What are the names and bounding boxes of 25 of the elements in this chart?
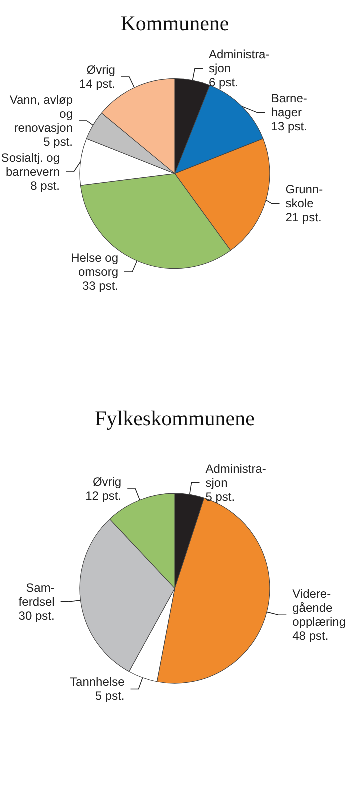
slice-label: Grunn- skole <box>286 182 324 211</box>
slice-label: Administra- sjon <box>209 48 270 76</box>
slice-label: Administra- sjon <box>206 462 266 490</box>
slice-label: Sosialtj. og barnevern <box>1 150 60 179</box>
slice-label: Videre- gående opplæring <box>292 587 346 630</box>
slice-label: Øvrig <box>86 62 116 77</box>
data-label: 13 pst. <box>271 120 308 134</box>
data-label: 48 pst. <box>292 629 329 644</box>
data-label: 5 pst. <box>95 689 125 704</box>
slice-label: Sam- ferdsel <box>18 580 55 609</box>
data-label: 33 pst. <box>82 279 119 293</box>
chart-title: Fylkeskommunene <box>95 406 255 430</box>
data-label: 12 pst. <box>86 489 122 504</box>
data-label: 30 pst. <box>18 608 55 623</box>
data-label: 14 pst. <box>79 76 116 91</box>
slice-label: Øvrig <box>92 475 122 490</box>
chart-title: Kommunene <box>120 12 230 36</box>
slice-label: Vann, avløp og renovasjon <box>10 92 74 135</box>
slice-label: Helse og omsorg <box>71 251 119 279</box>
data-label: 5 pst. <box>44 134 74 149</box>
data-label: 8 pst. <box>30 178 60 193</box>
slice-label: Tannhelse <box>70 675 126 690</box>
slice-label: Barne- hager <box>271 92 308 120</box>
data-label: 6 pst. <box>209 76 238 90</box>
data-label: 21 pst. <box>286 210 322 225</box>
